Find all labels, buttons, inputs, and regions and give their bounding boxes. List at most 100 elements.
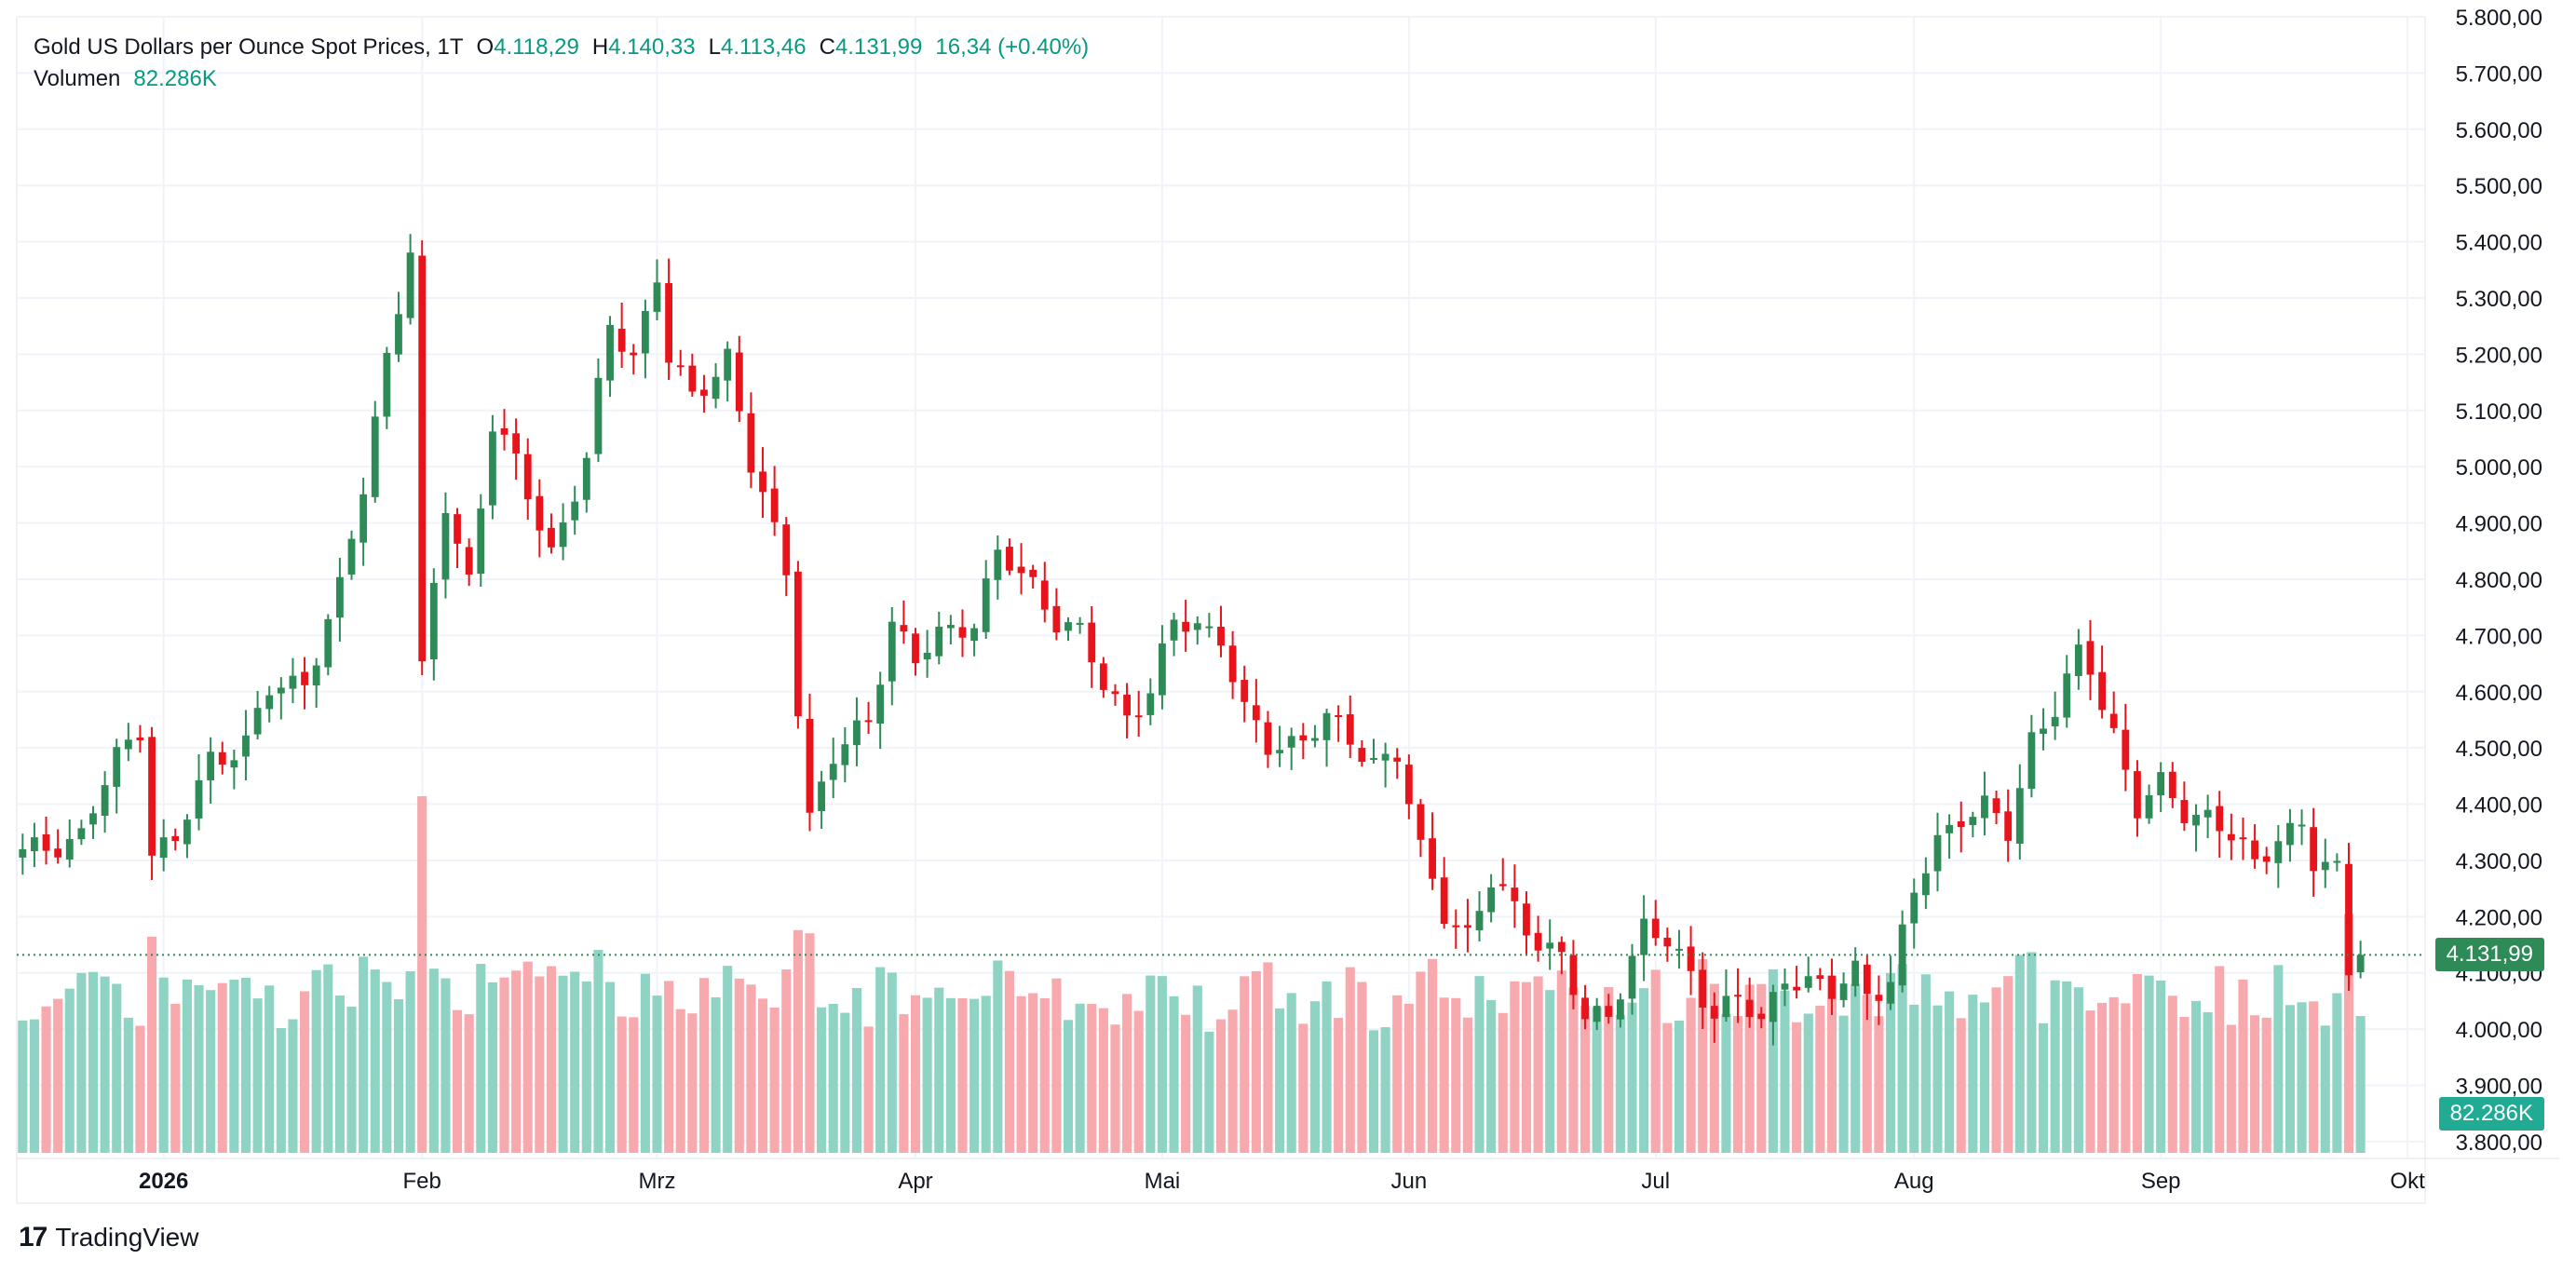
candle-body — [1569, 955, 1578, 995]
time-axis[interactable]: 2026 Feb Mrz Apr Mai Jun Jul Aug Sep Okt — [139, 1169, 2425, 1194]
last-price-tag: 4.131,99 — [2434, 938, 2544, 972]
candle-body — [148, 737, 156, 856]
volume-bar — [100, 976, 110, 1153]
candle-body — [406, 252, 414, 318]
volume-bar — [1275, 1008, 1285, 1153]
candle-body — [1193, 623, 1201, 630]
volume-bar — [1991, 987, 2001, 1153]
candle-body — [1170, 619, 1178, 641]
y-tick-label: 5.400,00 — [2456, 231, 2542, 256]
volume-bar — [828, 1003, 838, 1153]
candle-body — [2157, 772, 2165, 796]
volume-bars — [18, 796, 2366, 1153]
volume-bar — [1063, 1020, 1074, 1153]
candles — [19, 234, 2365, 1046]
candle-body — [418, 255, 427, 662]
candle-body — [1699, 969, 1707, 1008]
volume-bar — [1744, 984, 1755, 1153]
volume-bar — [428, 968, 439, 1153]
candle-body — [512, 433, 521, 454]
candle-body — [770, 488, 779, 522]
volume-bar — [182, 979, 192, 1153]
candle-body — [676, 365, 685, 368]
volume-bar — [53, 998, 63, 1153]
x-tick-label: Mrz — [639, 1169, 676, 1194]
candle-body — [65, 839, 74, 860]
volume-bar — [899, 1014, 909, 1153]
low-value: 4.113,46 — [720, 34, 807, 60]
volume-bar — [229, 979, 239, 1153]
volume-bar — [2050, 980, 2060, 1153]
volume-bar — [698, 978, 710, 1153]
candle-body — [2274, 841, 2283, 863]
volume-bar — [323, 964, 333, 1153]
candle-body — [806, 718, 814, 813]
candle-body — [1475, 911, 1484, 930]
volume-bar — [240, 978, 251, 1153]
volume-bar — [2343, 914, 2354, 1153]
volume-bar — [863, 1026, 874, 1153]
volume-bar — [1169, 995, 1179, 1153]
candle-body — [735, 352, 743, 412]
volume-bar — [734, 978, 744, 1153]
candle-body — [818, 781, 826, 811]
candle-body — [900, 625, 908, 632]
candle-body — [994, 549, 1002, 580]
volume-bar — [1322, 981, 1332, 1153]
candle-body — [2216, 806, 2224, 832]
y-tick-label: 5.700,00 — [2456, 61, 2542, 87]
volume-bar — [922, 997, 932, 1153]
volume-bar — [1815, 1005, 1825, 1153]
volume-bar — [1885, 972, 1896, 1153]
symbol-title[interactable]: Gold US Dollars per Ounce Spot Prices, 1… — [34, 34, 464, 60]
volume-bar — [2355, 1016, 2366, 1153]
candle-body — [2239, 837, 2247, 840]
candle-body — [359, 494, 368, 543]
volume-bar — [370, 969, 380, 1153]
volume-bar — [840, 1012, 850, 1153]
candle-body — [1017, 566, 1025, 574]
volume-bar — [18, 1020, 28, 1153]
candle-body — [923, 652, 931, 660]
volume-bar — [76, 972, 87, 1153]
candle-body — [1335, 714, 1343, 717]
candle-body — [2262, 856, 2271, 862]
volume-bar — [1403, 1003, 1414, 1153]
candle-body — [1217, 627, 1225, 646]
volume-bar — [2203, 1011, 2213, 1153]
candle-body — [289, 675, 297, 689]
volume-bar — [2332, 993, 2342, 1153]
x-tick-label: 2026 — [139, 1169, 188, 1194]
candle-body — [101, 785, 109, 816]
tradingview-logo[interactable]: 17 TradingView — [19, 1222, 198, 1253]
volume-bar — [2121, 1003, 2131, 1153]
volume-bar — [723, 966, 733, 1153]
candle-body — [2098, 671, 2107, 711]
volume-bar — [1486, 999, 1497, 1153]
candle-body — [935, 626, 943, 657]
volume-bar — [1862, 995, 1872, 1153]
volume-bar — [135, 1025, 145, 1153]
candle-body — [946, 625, 955, 629]
candle-body — [653, 282, 661, 312]
volume-bar — [2285, 1005, 2295, 1153]
candle-body — [195, 779, 203, 819]
volume-label[interactable]: Volumen — [34, 66, 121, 91]
volume-bar — [1451, 997, 1461, 1153]
candle-body — [441, 512, 450, 580]
y-tick-label: 5.600,00 — [2456, 118, 2542, 143]
price-axis[interactable]: 3.800,003.900,004.000,004.100,004.200,00… — [2456, 6, 2542, 1156]
candle-body — [242, 735, 250, 757]
volume-bar — [1122, 994, 1132, 1153]
volume-bar — [29, 1019, 39, 1153]
volume-bar — [1133, 1010, 1144, 1153]
volume-bar — [1215, 1019, 1227, 1153]
volume-bar — [2156, 980, 2166, 1153]
volume-bar — [2108, 996, 2119, 1153]
candle-body — [2286, 822, 2294, 846]
x-tick-label: Jul — [1641, 1169, 1670, 1194]
candle-body — [688, 365, 697, 392]
volume-bar — [453, 1009, 463, 1153]
